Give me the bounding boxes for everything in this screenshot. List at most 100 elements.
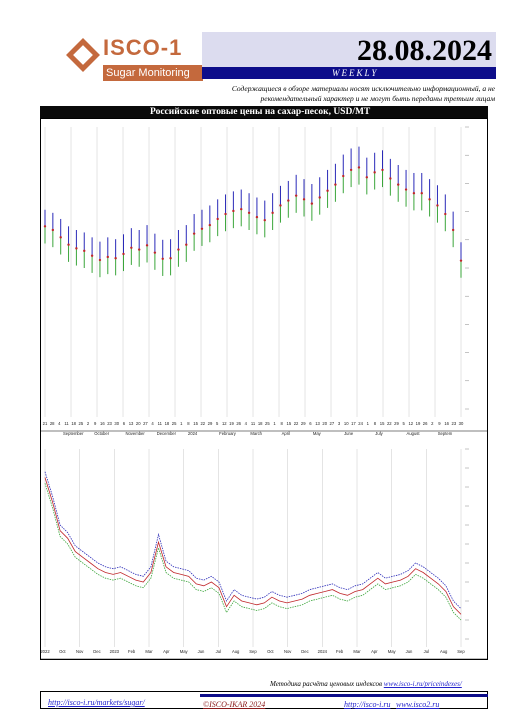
x-tick-label: Dec [301, 649, 308, 654]
close-point [294, 194, 298, 197]
x-tick-label: 30 [459, 421, 464, 426]
x-tick-label: Feb [336, 649, 344, 654]
x-tick-label: 25 [172, 421, 177, 426]
x-tick-label: May [180, 649, 189, 654]
close-point [279, 204, 282, 207]
x-tick-label: 1 [180, 421, 183, 426]
close-point [51, 228, 55, 232]
x-tick-label: 25 [79, 421, 84, 426]
chart-frame: 21 28 4 11 18 25 2 9 16 23 30 6 13 20 27 4 11 18 25 1 8 15 22 2… [40, 118, 488, 660]
x-tick-label: 22 [294, 421, 299, 426]
x-tick-label: 9 [94, 421, 97, 426]
close-point [59, 236, 62, 239]
month-label: November [125, 431, 145, 436]
x-tick-label: 13 [129, 421, 134, 426]
x-tick-label: 23 [451, 421, 456, 426]
footer-note-link[interactable]: www.isco-i.ru/priceindexes/ [383, 680, 462, 688]
x-tick-label: 29 [394, 421, 399, 426]
close-point [153, 251, 157, 254]
x-tick-label: 26 [236, 421, 241, 426]
x-tick-label: 25 [265, 421, 270, 426]
x-tick-label: Jul [216, 649, 221, 654]
footer-note: Методика расчёта ценовых индексов www.is… [270, 680, 462, 688]
x-tick-label: 23 [107, 421, 112, 426]
close-point [90, 254, 94, 257]
close-point [208, 223, 212, 227]
x-tick-label: 15 [287, 421, 292, 426]
x-tick-label: 16 [100, 421, 105, 426]
x-tick-label: 8 [187, 421, 190, 426]
x-tick-label: 2 [87, 421, 90, 426]
close-point [334, 183, 337, 186]
x-tick-label: 29 [301, 421, 306, 426]
x-tick-label: 1 [367, 421, 370, 426]
footer-line [200, 694, 488, 697]
month-label: May [313, 431, 322, 436]
footer-link-markets[interactable]: http://isco-i.ru/markets/sugar/ [48, 698, 145, 707]
x-tick-label: 4 [245, 421, 248, 426]
close-point [75, 247, 78, 250]
x-tick-label: Oct [267, 649, 274, 654]
x-tick-label: 12 [222, 421, 227, 426]
charts-svg: 21 28 4 11 18 25 2 9 16 23 30 6 13 20 27 4 11 18 25 1 8 15 22 2… [40, 126, 487, 660]
footer-link-isco2[interactable]: www.isco2.ru [396, 700, 440, 709]
x-tick-label: 11 [158, 421, 163, 426]
footer-link-isco[interactable]: http://isco-i.ru [344, 700, 391, 709]
series-line [44, 471, 462, 609]
x-tick-label: 6 [309, 421, 312, 426]
close-point [114, 256, 117, 260]
x-tick-label: 2 [431, 421, 434, 426]
x-tick-label: Sep [457, 649, 465, 654]
close-point [263, 218, 266, 222]
close-point [271, 211, 274, 215]
month-label: December [157, 431, 177, 436]
x-tick-label: Jun [198, 649, 205, 654]
close-point [302, 198, 306, 201]
x-tick-label: 19 [229, 421, 234, 426]
x-tick-label: 1 [273, 421, 276, 426]
x-tick-label: Dec [93, 649, 100, 654]
x-tick-label: 12 [408, 421, 413, 426]
x-tick-label: 2022 [41, 649, 50, 654]
month-label: June [344, 431, 354, 436]
close-point [83, 249, 86, 253]
month-label: September [63, 431, 84, 436]
close-point [240, 207, 243, 211]
close-point [310, 202, 314, 205]
x-tick-label: Jun [406, 649, 413, 654]
x-tick-label: 2024 [318, 649, 328, 654]
x-tick-label: 21 [43, 421, 48, 426]
logo-diamond-icon [66, 38, 100, 72]
month-label: July [375, 431, 383, 436]
close-point [459, 259, 463, 262]
x-tick-label: 18 [71, 421, 76, 426]
disclaimer-text: Содержащиеся в обзоре материалы носят ис… [231, 84, 495, 103]
month-label: August [407, 431, 421, 436]
x-tick-label: 3 [338, 421, 341, 426]
close-point [444, 212, 447, 216]
close-point [216, 217, 219, 221]
close-point [169, 256, 172, 260]
x-tick-label: 27 [330, 421, 335, 426]
x-tick-label: May [388, 649, 397, 654]
close-point [145, 244, 149, 247]
x-tick-label: Nov [284, 649, 292, 654]
footer-note-text: Методика расчёта ценовых индексов [270, 680, 383, 688]
x-tick-label: Apr [371, 649, 378, 654]
close-point [161, 257, 164, 261]
month-label: February [219, 431, 237, 436]
close-point [365, 176, 369, 179]
x-tick-label: 16 [444, 421, 449, 426]
x-tick-label: 9 [438, 421, 441, 426]
logo-subtitle: Sugar Monitoring [103, 65, 203, 81]
x-tick-label: 2023 [110, 649, 120, 654]
close-point [200, 227, 204, 230]
x-tick-label: Mar [145, 649, 153, 654]
close-point [381, 168, 384, 172]
x-tick-label: Aug [440, 649, 448, 654]
x-tick-label: 18 [258, 421, 263, 426]
logo-text: ISCO-1 [103, 35, 183, 60]
x-tick-label: 6 [123, 421, 126, 426]
month-label: April [282, 431, 290, 436]
x-tick-label: Aug [232, 649, 240, 654]
